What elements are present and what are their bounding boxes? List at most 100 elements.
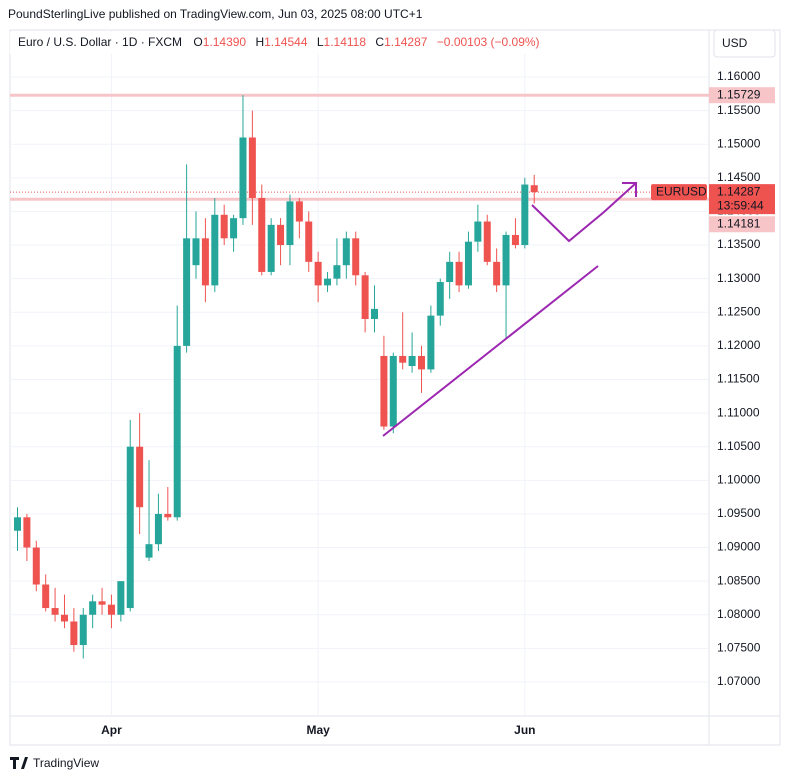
body xyxy=(361,275,369,319)
x-tick-label: May xyxy=(306,723,330,737)
y-tick-label: 1.07000 xyxy=(717,674,761,688)
body xyxy=(446,261,454,283)
body xyxy=(89,601,97,615)
body xyxy=(521,184,529,246)
chart-frame xyxy=(9,29,781,746)
body xyxy=(164,513,172,518)
body xyxy=(183,238,191,346)
last-price-bg xyxy=(709,184,775,215)
logo-mark xyxy=(10,757,28,769)
body xyxy=(14,517,21,531)
ohlc-value: 1.14287 xyxy=(384,35,428,49)
body xyxy=(333,265,341,279)
y-tick-label: 1.11000 xyxy=(717,405,760,419)
ohlc-label: C xyxy=(375,35,384,49)
change: −0.00103 (−0.09%) xyxy=(437,35,540,49)
body xyxy=(173,345,181,518)
body xyxy=(60,614,68,622)
body xyxy=(427,315,435,370)
body xyxy=(107,604,115,615)
y-tick-label: 1.12500 xyxy=(717,304,761,318)
body xyxy=(267,224,275,272)
body xyxy=(408,355,416,367)
body xyxy=(295,201,303,222)
ohlc-value: 1.14390 xyxy=(203,35,247,49)
x-tick-label: Apr xyxy=(101,723,122,737)
ohlc-label: H xyxy=(255,35,264,49)
candles xyxy=(14,95,538,659)
body xyxy=(230,218,238,239)
body xyxy=(314,261,322,286)
y-tick-label: 1.13500 xyxy=(717,237,761,251)
y-tick-label: 1.09500 xyxy=(717,506,761,520)
body xyxy=(136,446,144,508)
x-tick-label: Jun xyxy=(514,723,535,737)
drawings xyxy=(382,182,637,437)
body xyxy=(324,278,332,286)
symbol-tag: EURUSD xyxy=(656,184,707,198)
grid xyxy=(10,30,709,716)
body xyxy=(70,621,78,646)
body xyxy=(239,137,247,219)
ohlc-label: L xyxy=(317,35,324,49)
price-line-label-bg xyxy=(709,216,775,233)
body xyxy=(474,221,482,242)
countdown: 13:59:44 xyxy=(717,198,764,212)
ohlc-value: 1.14544 xyxy=(264,35,308,49)
body xyxy=(79,614,87,646)
body xyxy=(493,261,501,286)
body xyxy=(530,185,538,193)
body xyxy=(220,214,228,239)
symbol-tag-bg xyxy=(651,184,707,201)
currency[interactable]: USD xyxy=(722,36,748,50)
legend-bg xyxy=(10,32,540,54)
projection-path xyxy=(531,182,637,243)
body xyxy=(248,137,256,198)
body xyxy=(211,214,219,286)
y-tick-label: 1.15500 xyxy=(717,103,761,117)
legend: Euro / U.S. Dollar · 1D · FXCM O1.14390 … xyxy=(18,35,540,49)
body xyxy=(417,355,425,370)
y-tick-label: 1.11500 xyxy=(717,372,760,386)
source-line: PoundSterlingLive published on TradingVi… xyxy=(8,7,423,21)
price-line-label-bg xyxy=(709,87,775,104)
y-tick-label: 1.13000 xyxy=(717,271,761,285)
y-tick-label: 1.14500 xyxy=(717,170,761,184)
body xyxy=(399,355,407,363)
body xyxy=(371,308,379,319)
body xyxy=(286,201,294,246)
body xyxy=(126,446,134,609)
body xyxy=(502,234,510,286)
price-line-label: 1.15729 xyxy=(717,87,761,101)
trend-line xyxy=(382,265,599,437)
y-tick-label: 1.08500 xyxy=(717,573,761,587)
body xyxy=(511,234,519,246)
y-tick-label: 1.12000 xyxy=(717,338,761,352)
body xyxy=(380,355,388,427)
symbol-title: Euro / U.S. Dollar · 1D · FXCM xyxy=(18,35,182,49)
body xyxy=(258,197,266,272)
price-axis: 1.07000 1.07500 1.08000 1.08500 1.09000 1.095… xyxy=(101,69,775,737)
body xyxy=(464,241,472,286)
body xyxy=(436,282,444,316)
price-line-label: 1.14181 xyxy=(717,216,761,230)
ohlc-value: 1.14118 xyxy=(324,35,367,49)
body xyxy=(51,608,59,615)
y-tick-label: 1.08000 xyxy=(717,607,761,621)
y-tick-label: 1.07500 xyxy=(717,641,761,655)
body xyxy=(23,517,31,548)
footer-logo: TradingView xyxy=(10,756,99,770)
body xyxy=(483,221,491,262)
body xyxy=(277,224,285,246)
body xyxy=(342,238,350,266)
body xyxy=(98,601,106,605)
y-tick-label: 1.10500 xyxy=(717,439,761,453)
currency-button[interactable] xyxy=(713,29,776,58)
last-price-label: 1.14287 xyxy=(717,184,761,198)
y-tick-label: 1.16000 xyxy=(717,69,761,83)
y-tick-label: 1.15000 xyxy=(717,136,761,150)
body xyxy=(192,238,200,266)
body xyxy=(145,544,153,558)
y-tick-label: 1.09000 xyxy=(717,540,761,554)
